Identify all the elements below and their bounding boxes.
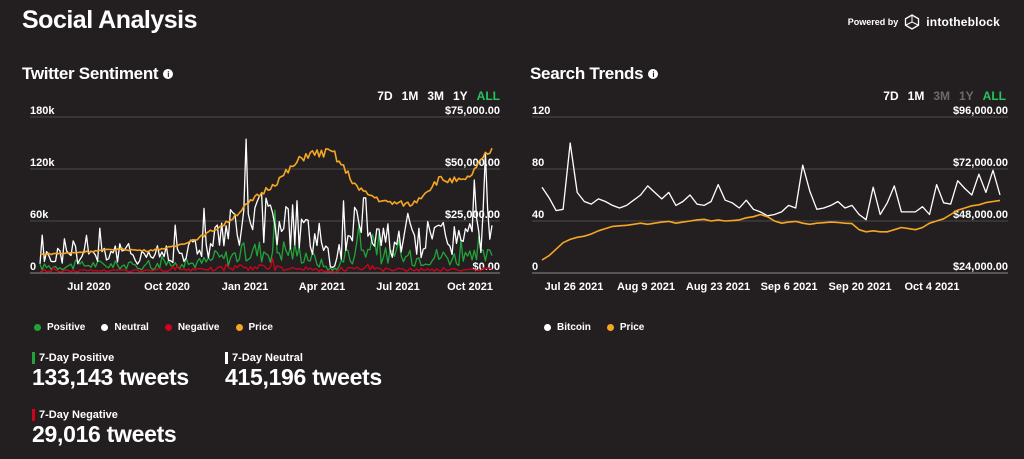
legend-dot-icon bbox=[544, 324, 551, 331]
y-left-tick-label: 0 bbox=[30, 261, 36, 273]
y-left-tick-label: 40 bbox=[532, 209, 544, 221]
legend-label: Price bbox=[248, 322, 273, 333]
twitter-sentiment-title-text: Twitter Sentiment bbox=[22, 64, 159, 83]
intotheblock-logo-icon bbox=[905, 14, 920, 30]
y-left-tick-label: 120k bbox=[30, 157, 55, 169]
x-tick-label: Jul 2020 bbox=[67, 281, 110, 293]
y-right-tick-label: $96,000.00 bbox=[953, 105, 1008, 117]
search-tab-3m: 3M bbox=[933, 89, 950, 103]
legend-dot-icon bbox=[606, 324, 614, 331]
twitter-legend-price[interactable]: Price bbox=[235, 322, 273, 333]
legend-label: Neutral bbox=[114, 322, 149, 333]
y-right-tick-label: $50,000.00 bbox=[445, 157, 500, 169]
series-line-positive bbox=[39, 209, 493, 272]
y-left-tick-label: 180k bbox=[30, 105, 55, 117]
x-tick-label: Jul 26 2021 bbox=[545, 281, 604, 293]
x-tick-label: Sep 20 2021 bbox=[829, 281, 892, 293]
search-tab-1y: 1Y bbox=[958, 89, 974, 103]
twitter-legend-neutral[interactable]: Neutral bbox=[101, 322, 149, 333]
x-tick-label: Aug 23 2021 bbox=[686, 281, 750, 293]
stat-label: 7-Day Negative bbox=[39, 409, 118, 421]
stat-value: 133,143 tweets bbox=[32, 364, 189, 390]
brand-name: intotheblock bbox=[926, 15, 1000, 29]
y-left-tick-label: 120 bbox=[532, 105, 550, 117]
twitter-legend: Positive Neutral Negative Price bbox=[34, 322, 273, 333]
series-line-bitcoin bbox=[541, 142, 1001, 221]
legend-dot-icon bbox=[101, 324, 109, 331]
x-tick-label: Jan 2021 bbox=[222, 281, 268, 293]
twitter-tab-1y[interactable]: 1Y bbox=[452, 89, 468, 103]
x-tick-label: Jul 2021 bbox=[376, 281, 419, 293]
legend-label: Bitcoin bbox=[557, 322, 591, 333]
x-tick-label: Oct 2021 bbox=[447, 281, 493, 293]
y-left-tick-label: 0 bbox=[532, 261, 538, 273]
y-right-tick-label: $48,000.00 bbox=[953, 209, 1008, 221]
twitter-tab-all[interactable]: ALL bbox=[476, 89, 500, 103]
stat-7day-neutral: 7-Day Neutral 415,196 tweets bbox=[225, 352, 382, 391]
info-icon[interactable]: i bbox=[163, 69, 174, 79]
x-tick-label: Sep 6 2021 bbox=[761, 281, 818, 293]
info-icon[interactable]: i bbox=[648, 69, 659, 79]
series-line-negative bbox=[39, 257, 493, 273]
stat-value: 415,196 tweets bbox=[225, 364, 382, 390]
x-tick-label: Aug 9 2021 bbox=[617, 281, 675, 293]
legend-label: Positive bbox=[47, 322, 86, 333]
search-legend-bitcoin[interactable]: Bitcoin bbox=[544, 322, 591, 333]
page-title: Social Analysis bbox=[22, 6, 198, 34]
search-legend-price[interactable]: Price bbox=[606, 322, 645, 333]
legend-dot-icon bbox=[164, 324, 172, 331]
positive-bar-icon bbox=[32, 352, 35, 364]
search-trends-title: Search Trends i bbox=[530, 64, 659, 84]
series-line-price bbox=[39, 147, 493, 256]
y-left-tick-label: 60k bbox=[30, 209, 49, 221]
stat-label: 7-Day Neutral bbox=[232, 352, 303, 364]
twitter-sentiment-title: Twitter Sentiment i bbox=[22, 64, 174, 84]
powered-by[interactable]: Powered by intotheblock bbox=[848, 14, 1000, 30]
search-trends-title-text: Search Trends bbox=[530, 64, 644, 83]
y-right-tick-label: $0.00 bbox=[472, 261, 500, 273]
y-right-tick-label: $75,000.00 bbox=[445, 105, 500, 117]
search-range-tabs: 7D 1M 3M 1Y ALL bbox=[883, 89, 1006, 103]
powered-by-label: Powered by bbox=[847, 17, 899, 27]
x-tick-label: Oct 2020 bbox=[144, 281, 190, 293]
twitter-legend-positive[interactable]: Positive bbox=[34, 322, 85, 333]
x-tick-label: Oct 4 2021 bbox=[904, 281, 959, 293]
series-line-price bbox=[541, 199, 1001, 261]
stat-7day-negative: 7-Day Negative 29,016 tweets bbox=[32, 409, 177, 448]
twitter-tab-7d[interactable]: 7D bbox=[377, 89, 393, 103]
search-trends-chart: 0 $24,000.00 40 $48,000.00 80 $72,000.00 120 $9… bbox=[532, 105, 1008, 293]
series-line-neutral bbox=[39, 138, 493, 269]
search-tab-all[interactable]: ALL bbox=[982, 89, 1006, 103]
stat-label: 7-Day Positive bbox=[39, 352, 115, 364]
twitter-legend-negative[interactable]: Negative bbox=[164, 322, 220, 333]
y-left-tick-label: 80 bbox=[532, 157, 544, 169]
search-legend: Bitcoin Price bbox=[544, 322, 644, 333]
legend-dot-icon bbox=[235, 324, 243, 331]
negative-bar-icon bbox=[32, 409, 35, 421]
search-tab-7d[interactable]: 7D bbox=[883, 89, 899, 103]
y-right-tick-label: $24,000.00 bbox=[953, 261, 1008, 273]
legend-dot-icon bbox=[34, 324, 41, 331]
legend-label: Negative bbox=[177, 322, 220, 333]
search-tab-1m[interactable]: 1M bbox=[907, 89, 925, 103]
y-right-tick-label: $72,000.00 bbox=[953, 157, 1008, 169]
twitter-range-tabs: 7D 1M 3M 1Y ALL bbox=[377, 89, 500, 103]
neutral-bar-icon bbox=[225, 352, 228, 364]
legend-label: Price bbox=[619, 322, 645, 333]
twitter-tab-3m[interactable]: 3M bbox=[427, 89, 444, 103]
stat-7day-positive: 7-Day Positive 133,143 tweets bbox=[32, 352, 189, 391]
stat-value: 29,016 tweets bbox=[32, 421, 177, 447]
x-tick-label: Apr 2021 bbox=[299, 281, 345, 293]
twitter-tab-1m[interactable]: 1M bbox=[401, 89, 419, 103]
